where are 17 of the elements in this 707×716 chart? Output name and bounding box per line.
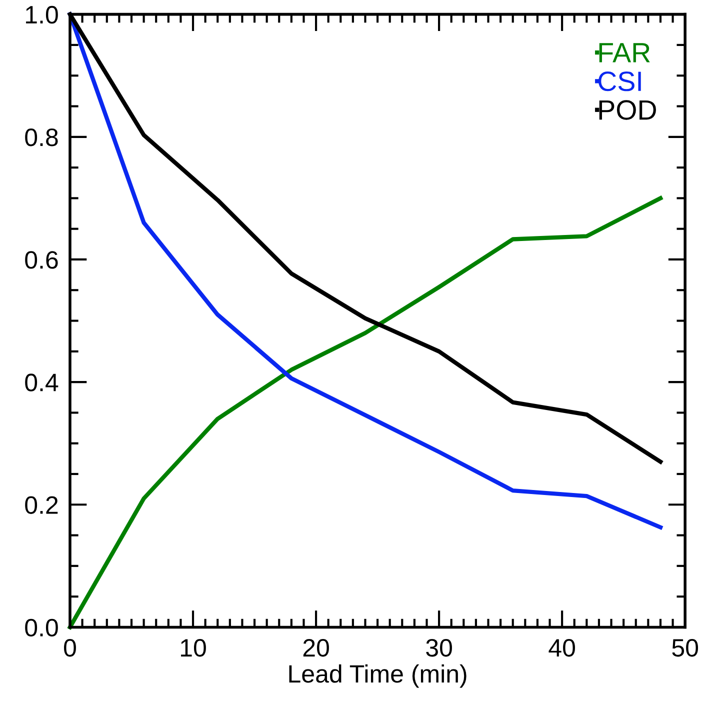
y-tick-label: 0.0 [25,618,58,637]
x-tick-label: 20 [303,638,329,657]
x-tick-label: 50 [672,638,698,657]
legend-label: POD [599,100,656,120]
x-axis-title: Lead Time (min) [289,664,466,688]
y-tick-label: 0.2 [25,496,58,514]
y-tick-label: 0.8 [25,128,58,146]
y-tick-label: 0.6 [25,251,58,269]
legend-label: FAR [599,43,650,62]
x-tick-label: 30 [426,638,452,657]
line-series [68,196,663,630]
legend-label: CSI [598,72,641,92]
x-tick-label: 40 [548,638,575,657]
x-tick-label: 10 [181,638,206,657]
x-tick-label: 0 [64,638,76,657]
y-tick-label: 1.0 [26,6,58,24]
y-tick-label: 0.4 [25,374,58,392]
